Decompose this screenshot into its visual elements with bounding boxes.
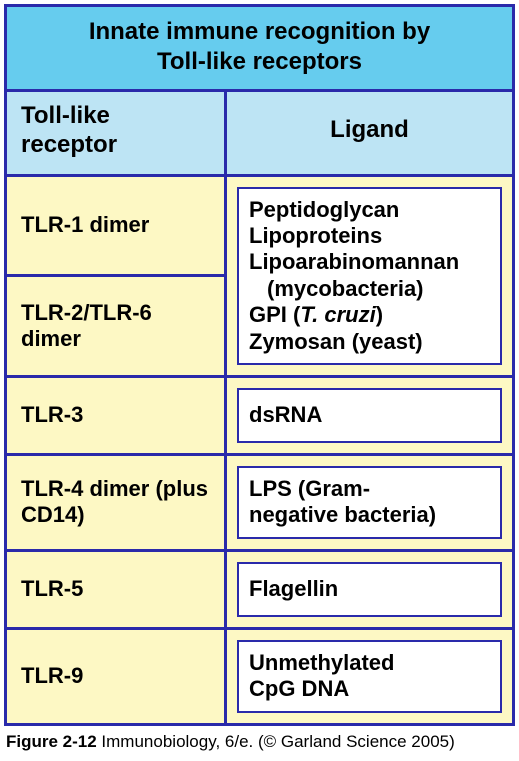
ligand-line-italic: T. cruzi <box>300 302 375 327</box>
table-row: TLR-3 dsRNA <box>7 375 512 453</box>
ligand-box: Flagellin <box>237 562 502 617</box>
ligand-col: Flagellin <box>227 552 512 627</box>
ligand-col: Unmethylated CpG DNA <box>227 630 512 723</box>
title-line2: Toll-like receptors <box>157 48 362 75</box>
caption-text: Immunobiology, 6/e. (© Garland Science 2… <box>97 732 455 751</box>
table-row: TLR-9 Unmethylated CpG DNA <box>7 627 512 723</box>
tlr-table: Innate immune recognition by Toll-like r… <box>4 4 515 726</box>
receptor-col: TLR-1 dimer TLR-2/TLR-6 dimer <box>7 177 227 375</box>
ligand-col: Peptidoglycan Lipoproteins Lipoarabinoma… <box>227 177 512 375</box>
ligand-line: Peptidoglycan <box>249 197 399 222</box>
receptor-cell: TLR-4 dimer (plus CD14) <box>7 456 224 549</box>
receptor-col: TLR-5 <box>7 552 227 627</box>
ligand-text: Peptidoglycan Lipoproteins Lipoarabinoma… <box>249 197 490 355</box>
ligand-line: Flagellin <box>249 576 338 601</box>
figure-caption: Figure 2-12 Immunobiology, 6/e. (© Garla… <box>4 726 515 752</box>
header-receptor: Toll-like receptor <box>7 92 227 174</box>
ligand-col: LPS (Gram- negative bacteria) <box>227 456 512 549</box>
ligand-box: LPS (Gram- negative bacteria) <box>237 466 502 539</box>
ligand-text: LPS (Gram- negative bacteria) <box>249 476 490 529</box>
receptor-cell: TLR-2/TLR-6 dimer <box>7 274 224 375</box>
header-receptor-line2: receptor <box>21 131 117 158</box>
ligand-box: Peptidoglycan Lipoproteins Lipoarabinoma… <box>237 187 502 365</box>
ligand-box: dsRNA <box>237 388 502 443</box>
ligand-line: CpG DNA <box>249 676 349 701</box>
ligand-line: Zymosan (yeast) <box>249 329 423 354</box>
ligand-line-pre: GPI ( <box>249 302 300 327</box>
receptor-col: TLR-4 dimer (plus CD14) <box>7 456 227 549</box>
receptor-cell: TLR-1 dimer <box>7 177 224 275</box>
receptor-cell: TLR-5 <box>7 552 224 627</box>
ligand-line: (mycobacteria) <box>249 276 424 301</box>
table-row: TLR-1 dimer TLR-2/TLR-6 dimer Peptidogly… <box>7 174 512 375</box>
title-line1: Innate immune recognition by <box>89 18 430 45</box>
table-title: Innate immune recognition by Toll-like r… <box>7 7 512 89</box>
ligand-line: Lipoproteins <box>249 223 382 248</box>
caption-fig-number: Figure 2-12 <box>6 732 97 751</box>
ligand-line: dsRNA <box>249 402 322 427</box>
table-row: TLR-4 dimer (plus CD14) LPS (Gram- negat… <box>7 453 512 549</box>
header-ligand-text: Ligand <box>330 116 409 145</box>
ligand-text: Unmethylated CpG DNA <box>249 650 490 703</box>
header-receptor-line1: Toll-like <box>21 102 110 129</box>
header-ligand: Ligand <box>227 92 512 174</box>
receptor-text: TLR-2/TLR-6 dimer <box>21 300 210 353</box>
receptor-col: TLR-3 <box>7 378 227 453</box>
ligand-box: Unmethylated CpG DNA <box>237 640 502 713</box>
receptor-text: TLR-1 dimer <box>21 212 149 238</box>
ligand-line: negative bacteria) <box>249 502 436 527</box>
figure-container: Innate immune recognition by Toll-like r… <box>4 4 515 752</box>
ligand-line: Lipoarabinomannan <box>249 249 459 274</box>
receptor-cell: TLR-9 <box>7 630 224 723</box>
ligand-text: Flagellin <box>249 576 490 602</box>
receptor-text: TLR-3 <box>21 402 83 428</box>
ligand-col: dsRNA <box>227 378 512 453</box>
receptor-col: TLR-9 <box>7 630 227 723</box>
ligand-text: dsRNA <box>249 402 490 428</box>
receptor-text: TLR-4 dimer (plus CD14) <box>21 476 210 529</box>
receptor-cell: TLR-3 <box>7 378 224 453</box>
receptor-text: TLR-5 <box>21 576 83 602</box>
receptor-text: TLR-9 <box>21 663 83 689</box>
ligand-line: Unmethylated <box>249 650 394 675</box>
ligand-line: LPS (Gram- <box>249 476 370 501</box>
ligand-line-post: ) <box>376 302 383 327</box>
column-headers: Toll-like receptor Ligand <box>7 89 512 174</box>
table-row: TLR-5 Flagellin <box>7 549 512 627</box>
